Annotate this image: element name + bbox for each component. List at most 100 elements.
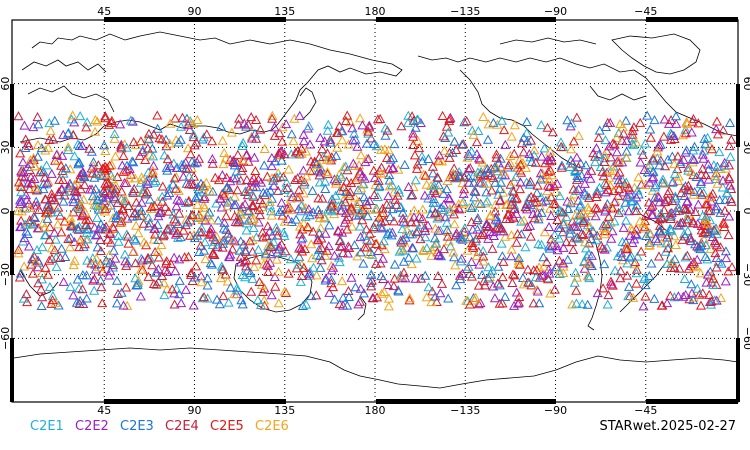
observation-marker xyxy=(642,110,653,120)
observation-marker xyxy=(75,111,86,121)
observation-marker xyxy=(263,266,274,277)
observation-marker xyxy=(355,113,366,123)
observation-marker xyxy=(19,261,30,271)
observation-marker xyxy=(694,289,705,299)
observation-marker xyxy=(462,152,473,162)
observation-marker xyxy=(93,262,104,272)
observation-marker xyxy=(574,201,586,211)
observation-marker xyxy=(241,174,252,184)
observation-marker xyxy=(329,208,340,219)
observation-marker xyxy=(711,262,722,272)
observation-marker xyxy=(281,119,292,129)
observation-marker xyxy=(63,142,74,152)
observation-marker xyxy=(56,160,67,170)
observation-marker xyxy=(77,284,88,294)
observation-marker xyxy=(688,257,699,267)
observation-marker xyxy=(483,221,494,231)
observation-marker xyxy=(711,116,723,126)
observation-marker xyxy=(400,218,411,228)
observation-marker xyxy=(173,185,184,195)
observation-marker xyxy=(44,255,55,265)
observation-marker xyxy=(355,247,366,257)
legend-item-c2e3: C2E3 xyxy=(120,419,154,434)
observation-marker xyxy=(724,141,735,151)
observation-marker xyxy=(98,186,109,196)
observation-marker xyxy=(205,258,216,268)
observation-marker xyxy=(106,170,117,180)
observation-marker xyxy=(653,140,665,150)
observation-marker xyxy=(138,218,149,228)
axis-bar-top-2 xyxy=(376,17,556,22)
observation-marker xyxy=(432,172,443,182)
observation-marker xyxy=(44,234,55,244)
observation-marker xyxy=(664,223,675,233)
observation-marker xyxy=(512,228,523,239)
observation-marker xyxy=(26,259,37,269)
observation-marker xyxy=(58,276,69,286)
observation-marker xyxy=(496,169,507,179)
observation-marker xyxy=(423,193,434,203)
observation-marker xyxy=(670,111,682,121)
observation-marker xyxy=(296,148,307,158)
observation-marker xyxy=(602,299,613,309)
observation-marker xyxy=(525,231,536,241)
observation-marker xyxy=(180,284,191,294)
observation-marker xyxy=(184,124,195,134)
observation-marker xyxy=(372,114,383,124)
observation-marker xyxy=(396,244,407,254)
observation-marker xyxy=(257,286,268,297)
observation-marker xyxy=(139,237,150,247)
observation-marker xyxy=(53,187,65,197)
observation-marker xyxy=(605,276,617,286)
observation-marker xyxy=(634,216,645,226)
observation-marker xyxy=(644,270,655,281)
observation-marker xyxy=(118,300,129,310)
observation-marker xyxy=(176,159,187,169)
observation-marker xyxy=(583,205,594,215)
observation-marker xyxy=(573,184,584,194)
observation-marker xyxy=(148,129,159,139)
observation-marker xyxy=(352,141,363,151)
observation-marker xyxy=(506,230,517,240)
observation-marker xyxy=(121,282,132,292)
observation-marker xyxy=(320,250,331,260)
observation-marker xyxy=(237,299,248,309)
observation-marker xyxy=(36,143,47,153)
observation-marker xyxy=(649,192,660,202)
observation-marker xyxy=(623,281,635,291)
observation-marker xyxy=(96,282,107,292)
observation-marker xyxy=(237,162,248,173)
right-lat-tick: 30 xyxy=(741,140,750,154)
observation-marker xyxy=(116,216,127,226)
observation-marker xyxy=(571,285,582,295)
observation-marker xyxy=(150,246,161,257)
axis-bar-left-2 xyxy=(10,211,14,275)
observation-marker xyxy=(601,218,612,228)
observation-marker xyxy=(323,241,334,251)
observation-marker xyxy=(211,294,223,304)
observation-marker xyxy=(143,134,154,144)
observation-marker xyxy=(489,293,500,303)
observation-marker xyxy=(204,229,215,239)
observation-marker xyxy=(514,155,525,165)
observation-marker xyxy=(593,150,604,160)
observation-marker xyxy=(29,173,40,184)
observation-marker xyxy=(397,224,408,234)
observation-marker xyxy=(273,266,284,276)
observation-marker xyxy=(558,219,569,229)
observation-marker xyxy=(279,230,290,240)
observation-marker xyxy=(467,241,478,251)
observation-marker xyxy=(604,141,615,151)
observation-marker xyxy=(556,162,567,172)
observation-marker xyxy=(282,183,293,193)
observation-marker xyxy=(378,236,389,246)
observation-marker xyxy=(416,151,428,161)
observation-marker xyxy=(298,129,309,139)
observation-marker xyxy=(108,245,119,255)
observation-marker xyxy=(545,151,556,161)
observation-marker xyxy=(94,169,105,179)
observation-marker xyxy=(511,287,522,297)
observation-marker xyxy=(673,171,684,181)
observation-marker xyxy=(698,187,709,198)
observation-marker xyxy=(72,274,83,284)
